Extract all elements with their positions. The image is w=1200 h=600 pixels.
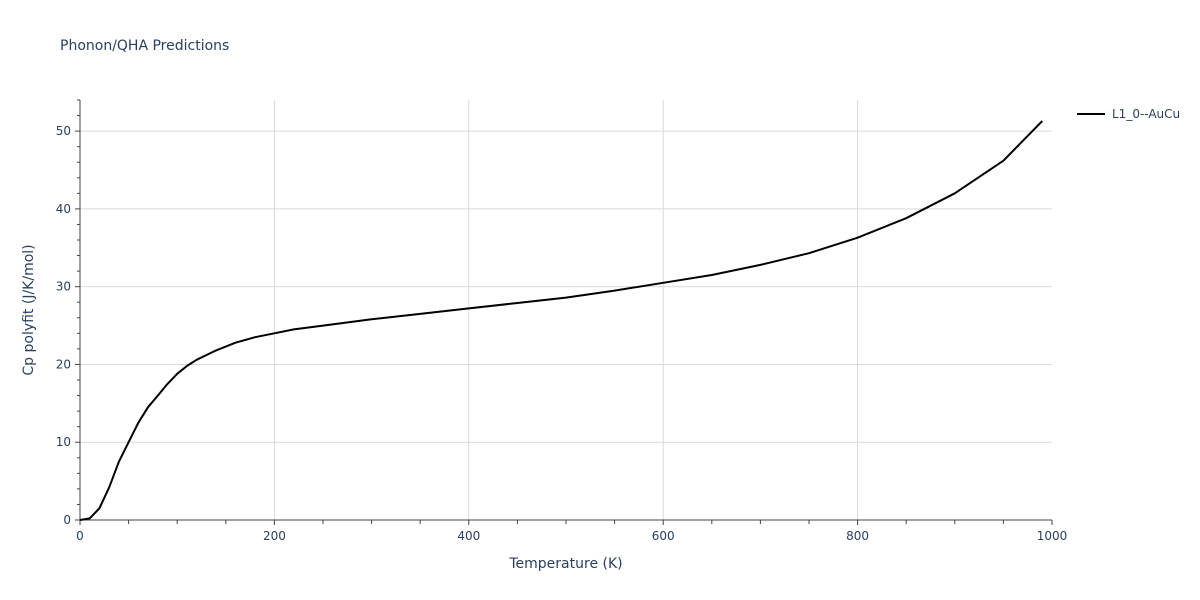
x-axis-ticks: 0 200 400 600 800 1000 [76, 529, 1067, 543]
y-tick-label: 0 [63, 513, 71, 527]
x-tick-label: 800 [846, 529, 869, 543]
legend[interactable]: L1_0--AuCu [1077, 107, 1180, 121]
y-tick-label: 10 [56, 435, 71, 449]
y-tick-label: 20 [56, 357, 71, 371]
y-axis-ticks: 0 10 20 30 40 50 [56, 124, 71, 527]
chart-title: Phonon/QHA Predictions [60, 38, 229, 54]
series-layer [79, 120, 1044, 521]
x-tick-label: 400 [457, 529, 480, 543]
y-axis-title: Cp polyfit (J/K/mol) [21, 244, 37, 375]
legend-label: L1_0--AuCu [1112, 107, 1180, 121]
x-tick-label: 200 [263, 529, 286, 543]
series-line [79, 120, 1044, 521]
x-tick-label: 0 [76, 529, 84, 543]
x-tick-label: 600 [652, 529, 675, 543]
axes [75, 99, 1053, 525]
x-axis-title: Temperature (K) [508, 556, 622, 572]
y-tick-label: 50 [56, 124, 71, 138]
y-tick-label: 40 [56, 202, 71, 216]
x-tick-label: 1000 [1037, 529, 1068, 543]
grid [80, 100, 1052, 520]
y-tick-label: 30 [56, 280, 71, 294]
